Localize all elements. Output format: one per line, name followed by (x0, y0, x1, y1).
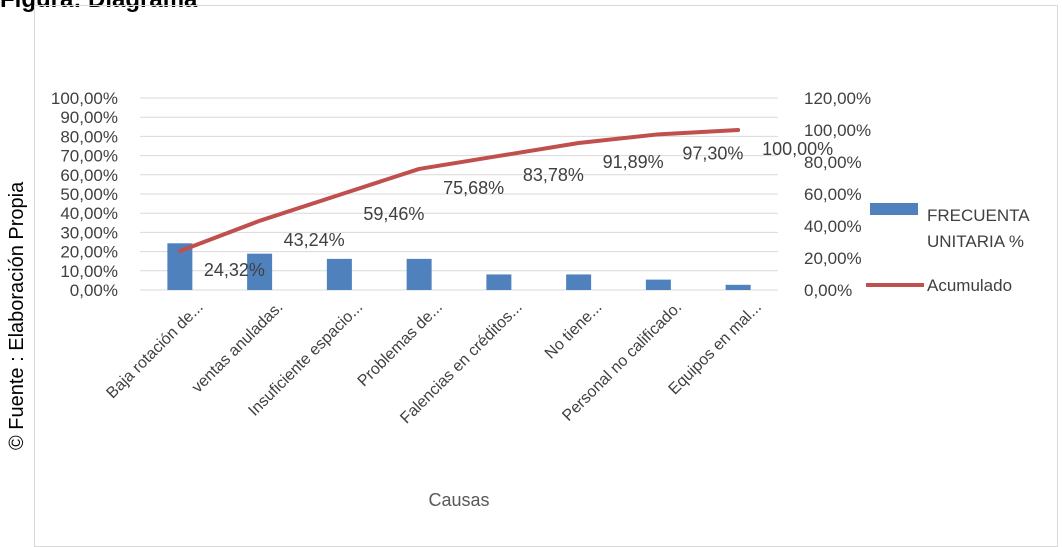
y-left-tick-label: 20,00% (60, 243, 118, 262)
line-data-label: 75,68% (443, 178, 504, 198)
line-data-label: 24,32% (204, 260, 265, 280)
y-left-tick-label: 90,00% (60, 108, 118, 127)
pareto-chart: 0,00%10,00%20,00%30,00%40,00%50,00%60,00… (51, 89, 1034, 510)
y-left-tick-label: 10,00% (60, 262, 118, 281)
bar (406, 258, 432, 290)
y-right-tick-label: 60,00% (804, 185, 862, 204)
y-left-tick-label: 50,00% (60, 185, 118, 204)
y-left-tick-label: 70,00% (60, 147, 118, 166)
figure-title: Figura: Diagrama (0, 0, 197, 14)
bar (486, 274, 512, 290)
line-data-label: 91,89% (603, 152, 664, 172)
line-data-label: 83,78% (523, 165, 584, 185)
legend-label-acumulado: Acumulado (927, 276, 1012, 295)
line-data-label: 97,30% (682, 143, 743, 163)
legend-label-frecuenta: FRECUENTA UNITARIA % (927, 206, 1033, 251)
x-category-label: No tiene... (542, 299, 606, 363)
line-data-label: 100,00% (762, 139, 833, 159)
line-data-label: 59,46% (363, 204, 424, 224)
y-left-tick-label: 80,00% (60, 127, 118, 146)
bar (247, 253, 273, 290)
y-left-tick-label: 30,00% (60, 223, 118, 242)
bar (326, 258, 352, 290)
cumulative-line (177, 128, 741, 254)
y-right-tick-label: 0,00% (804, 281, 852, 300)
x-category-label: Problemas de... (355, 299, 446, 390)
line-data-label: 43,24% (284, 230, 345, 250)
y-right-tick-label: 20,00% (804, 249, 862, 268)
y-right-tick-label: 80,00% (804, 153, 862, 172)
bar (725, 284, 751, 290)
x-axis-title: Causas (428, 490, 489, 510)
y-right-tick-label: 40,00% (804, 217, 862, 236)
legend-swatch-bar (870, 203, 918, 215)
y-left-tick-label: 40,00% (60, 204, 118, 223)
y-left-tick-label: 60,00% (60, 166, 118, 185)
y-left-tick-label: 100,00% (51, 89, 118, 108)
y-left-tick-label: 0,00% (70, 281, 118, 300)
y-right-tick-label: 100,00% (804, 121, 871, 140)
bar (566, 274, 592, 290)
y-right-tick-label: 120,00% (804, 89, 871, 108)
bar (645, 279, 671, 290)
